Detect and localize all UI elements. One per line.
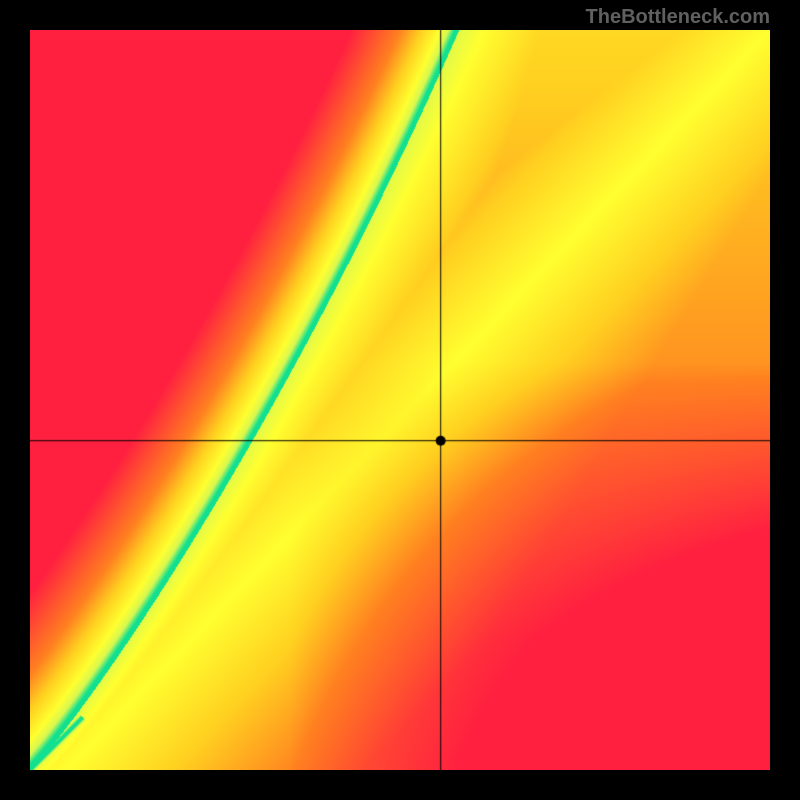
chart-container: TheBottleneck.com xyxy=(0,0,800,800)
heatmap-canvas xyxy=(30,30,770,770)
watermark-text: TheBottleneck.com xyxy=(586,6,770,29)
